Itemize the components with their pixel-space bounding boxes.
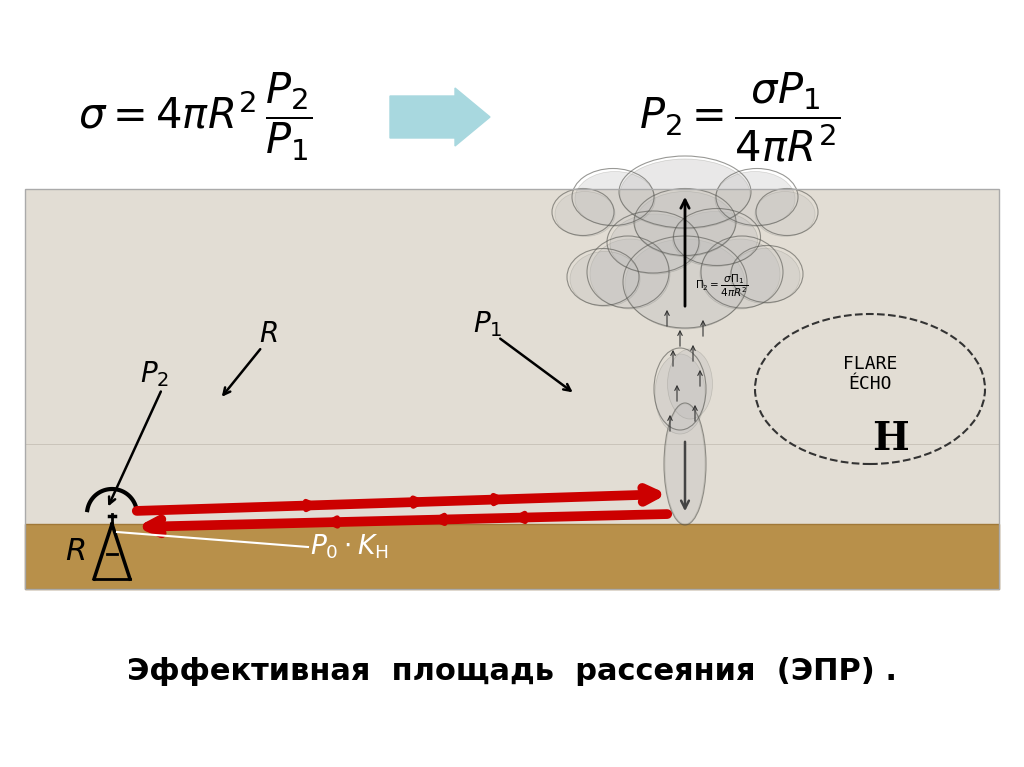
FancyBboxPatch shape: [0, 0, 1024, 187]
Text: $P_2$: $P_2$: [140, 359, 170, 389]
Ellipse shape: [655, 354, 705, 434]
Text: Эффективная  площадь  рассеяния  (ЭПР) .: Эффективная площадь рассеяния (ЭПР) .: [127, 657, 897, 686]
Text: $\Pi_2 = \dfrac{\sigma\Pi_1}{4\pi R^2}$: $\Pi_2 = \dfrac{\sigma\Pi_1}{4\pi R^2}$: [695, 272, 749, 299]
Ellipse shape: [575, 172, 655, 226]
Text: $\sigma = 4\pi R^2\,\dfrac{P_2}{P_1}$: $\sigma = 4\pi R^2\,\dfrac{P_2}{P_1}$: [78, 71, 312, 163]
Text: $P_2 = \dfrac{\sigma P_1}{4\pi R^2}$: $P_2 = \dfrac{\sigma P_1}{4\pi R^2}$: [639, 71, 841, 163]
Ellipse shape: [730, 249, 800, 304]
FancyBboxPatch shape: [25, 444, 999, 589]
Ellipse shape: [668, 349, 713, 419]
Ellipse shape: [610, 214, 700, 274]
FancyBboxPatch shape: [25, 189, 999, 509]
Ellipse shape: [620, 159, 750, 229]
Ellipse shape: [700, 239, 780, 309]
FancyBboxPatch shape: [25, 524, 999, 589]
Text: $R$: $R$: [65, 535, 85, 567]
Ellipse shape: [590, 239, 670, 309]
Text: FLARE
ÉCHO: FLARE ÉCHO: [843, 354, 897, 393]
FancyArrow shape: [390, 88, 490, 146]
Text: $P_1$: $P_1$: [473, 309, 503, 339]
Ellipse shape: [715, 172, 795, 226]
Ellipse shape: [635, 192, 735, 256]
Ellipse shape: [673, 212, 758, 266]
Ellipse shape: [755, 192, 815, 236]
Ellipse shape: [570, 252, 640, 307]
Ellipse shape: [625, 239, 745, 329]
Text: H: H: [871, 420, 908, 458]
Text: $R$: $R$: [259, 321, 278, 347]
Text: $P_0 \cdot K_{\rm H}$: $P_0 \cdot K_{\rm H}$: [310, 533, 388, 561]
Ellipse shape: [555, 192, 615, 236]
Ellipse shape: [665, 404, 705, 524]
